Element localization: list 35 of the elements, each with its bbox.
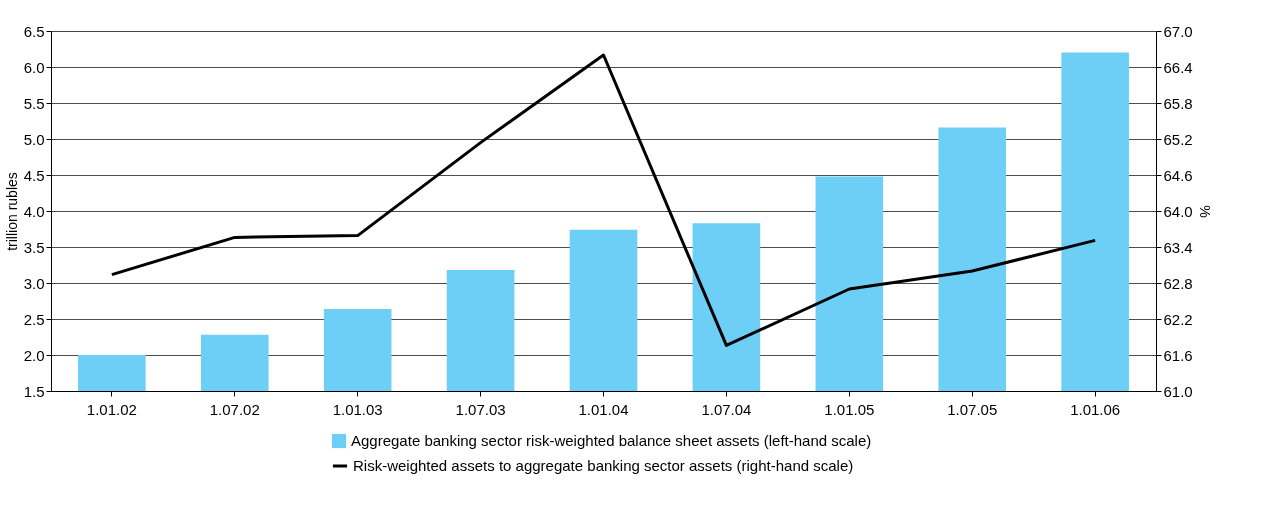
y-tick-label: 5.5 <box>23 94 45 112</box>
y2-tick-label: 66.4 <box>1163 58 1193 76</box>
y2-tick-label: 62.2 <box>1163 310 1193 328</box>
y2-tick-label: 67.0 <box>1163 22 1193 40</box>
y2-tick-label: 65.8 <box>1163 94 1193 112</box>
y-tick-label: 4.0 <box>23 202 45 220</box>
x-tick-label: 1.07.05 <box>947 400 998 418</box>
y2-axis-title: % <box>1196 205 1213 218</box>
x-tick-label: 1.01.03 <box>332 400 383 418</box>
x-tick-label: 1.01.06 <box>1070 400 1121 418</box>
y2-tick-label: 64.6 <box>1163 166 1193 184</box>
x-tick-label: 1.07.02 <box>209 400 260 418</box>
x-tick-label: 1.01.02 <box>86 400 137 418</box>
x-tick-label: 1.01.05 <box>824 400 875 418</box>
legend-label: Risk-weighted assets to aggregate banking sector assets (right-hand scale) <box>353 457 854 474</box>
x-tick-label: 1.07.03 <box>455 400 506 418</box>
y-tick-label: 1.5 <box>23 382 45 400</box>
y2-tick-label: 63.4 <box>1163 238 1193 256</box>
y-tick-label: 6.0 <box>23 58 45 76</box>
x-tick-label: 1.01.04 <box>578 400 629 418</box>
legend-label: Aggregate banking sector risk-weighted balance sheet assets (left-hand scale) <box>351 432 872 449</box>
y2-tick-label: 65.2 <box>1163 130 1193 148</box>
y-tick-label: 4.5 <box>23 166 45 184</box>
y-tick-label: 2.0 <box>23 346 45 364</box>
y2-tick-label: 62.8 <box>1163 274 1193 292</box>
y2-tick-label: 61.6 <box>1163 346 1193 364</box>
y-tick-label: 5.0 <box>23 130 45 148</box>
x-tick-label: 1.07.04 <box>701 400 752 418</box>
y-tick-label: 2.5 <box>23 310 45 328</box>
y-tick-label: 3.0 <box>23 274 45 292</box>
y-tick-label: 6.5 <box>23 22 45 40</box>
y2-tick-label: 61.0 <box>1163 382 1193 400</box>
y2-tick-label: 64.0 <box>1163 202 1193 220</box>
y-axis-title: trillion rubles <box>3 172 20 251</box>
y-tick-label: 3.5 <box>23 238 45 256</box>
